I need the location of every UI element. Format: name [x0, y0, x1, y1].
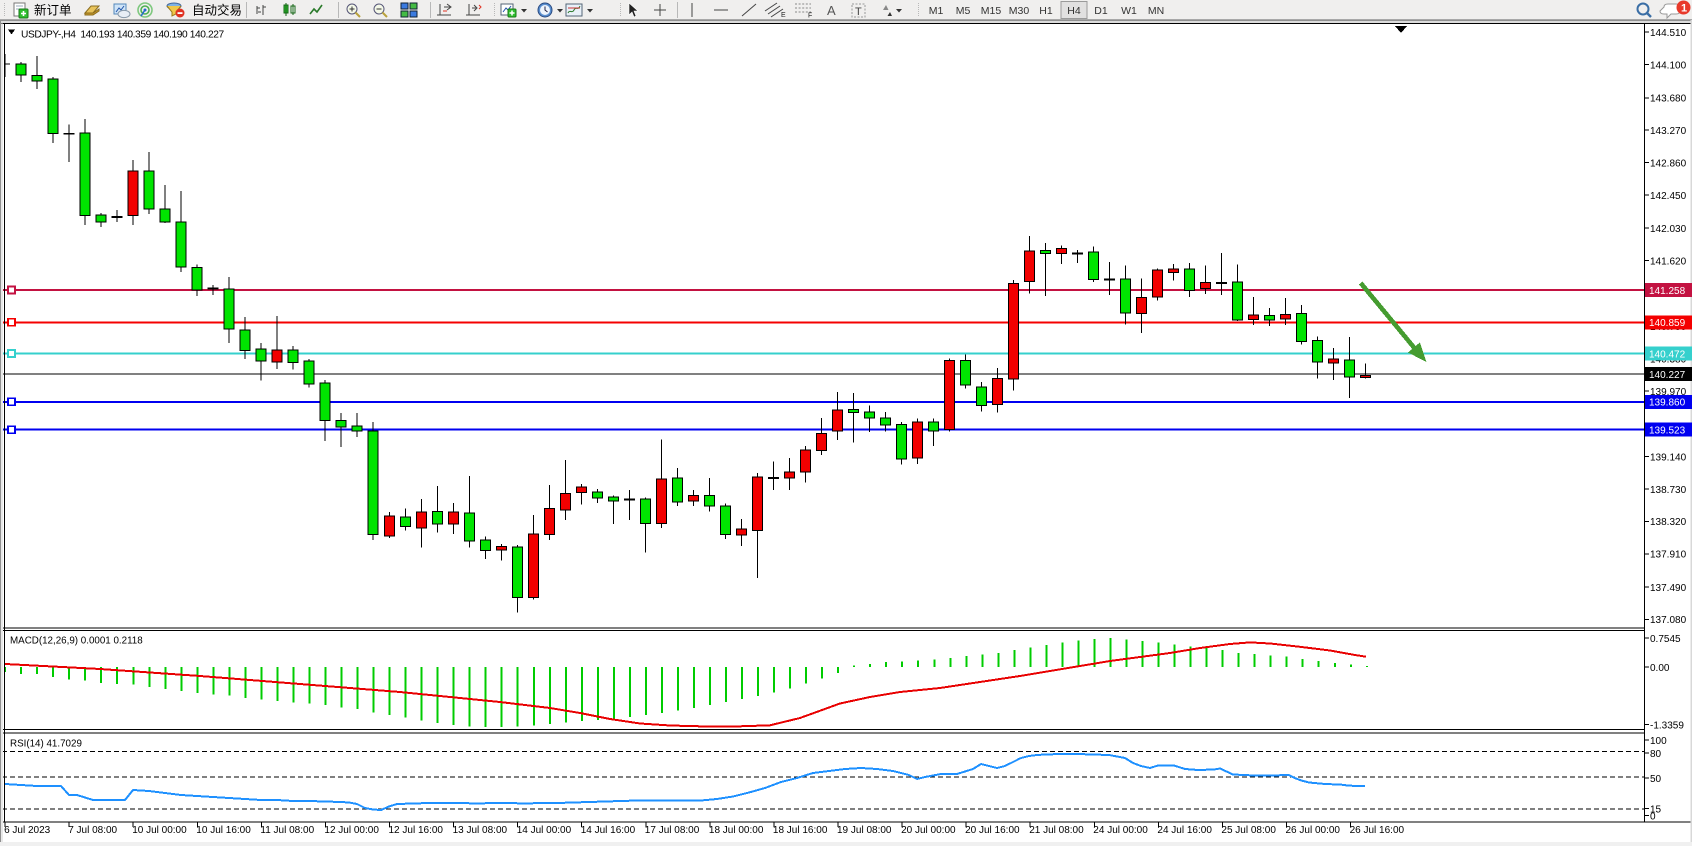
svg-text:137.080: 137.080 — [1650, 615, 1687, 626]
svg-text:10 Jul 16:00: 10 Jul 16:00 — [196, 825, 251, 836]
svg-text:50: 50 — [1650, 774, 1662, 785]
svg-text:139.970: 139.970 — [1650, 387, 1687, 398]
svg-text:6 Jul 2023: 6 Jul 2023 — [4, 825, 51, 836]
svg-text:144.510: 144.510 — [1650, 28, 1687, 39]
svg-text:H1: H1 — [1039, 5, 1053, 17]
svg-text:13 Jul 08:00: 13 Jul 08:00 — [453, 825, 508, 836]
svg-text:138.320: 138.320 — [1650, 517, 1687, 528]
svg-text:140.227: 140.227 — [1649, 370, 1686, 381]
svg-text:14 Jul 00:00: 14 Jul 00:00 — [517, 825, 572, 836]
svg-text:137.910: 137.910 — [1650, 550, 1687, 561]
svg-text:143.270: 143.270 — [1650, 126, 1687, 137]
svg-text:新订单: 新订单 — [34, 3, 72, 18]
svg-text:0.00: 0.00 — [1650, 663, 1670, 674]
svg-text:11 Jul 08:00: 11 Jul 08:00 — [260, 825, 314, 836]
svg-text:20 Jul 16:00: 20 Jul 16:00 — [965, 825, 1020, 836]
svg-text:A: A — [827, 3, 836, 18]
svg-text:1: 1 — [1681, 3, 1687, 15]
svg-text:7 Jul 08:00: 7 Jul 08:00 — [68, 825, 117, 836]
svg-text:自动交易: 自动交易 — [192, 3, 242, 18]
svg-text:26 Jul 16:00: 26 Jul 16:00 — [1350, 825, 1405, 836]
svg-text:144.100: 144.100 — [1650, 60, 1687, 71]
svg-text:18 Jul 16:00: 18 Jul 16:00 — [773, 825, 828, 836]
svg-text:H4: H4 — [1067, 5, 1081, 17]
svg-text:15: 15 — [1650, 804, 1662, 815]
svg-text:21 Jul 08:00: 21 Jul 08:00 — [1029, 825, 1084, 836]
svg-text:25 Jul 08:00: 25 Jul 08:00 — [1221, 825, 1276, 836]
svg-text:141.620: 141.620 — [1650, 256, 1687, 267]
svg-text:0.7545: 0.7545 — [1650, 634, 1681, 645]
svg-text:80: 80 — [1650, 749, 1662, 760]
svg-text:MN: MN — [1148, 5, 1164, 17]
svg-text:143.680: 143.680 — [1650, 94, 1687, 105]
svg-text:W1: W1 — [1121, 5, 1137, 17]
svg-text:RSI(14) 41.7029: RSI(14) 41.7029 — [10, 739, 82, 750]
svg-text:D1: D1 — [1094, 5, 1108, 17]
svg-text:139.140: 139.140 — [1650, 452, 1687, 463]
svg-text:F: F — [808, 13, 812, 20]
svg-text:E: E — [781, 12, 786, 19]
svg-text:M5: M5 — [956, 5, 971, 17]
svg-text:100: 100 — [1650, 736, 1667, 747]
svg-text:142.030: 142.030 — [1650, 224, 1687, 235]
svg-text:T: T — [855, 6, 862, 18]
svg-text:MACD(12,26,9) 0.0001 0.2118: MACD(12,26,9) 0.0001 0.2118 — [10, 636, 143, 647]
svg-text:17 Jul 08:00: 17 Jul 08:00 — [645, 825, 700, 836]
svg-text:USDJPY-,H4 140.193 140.359 14: USDJPY-,H4 140.193 140.359 140.190 140.2… — [21, 29, 224, 40]
svg-text:24 Jul 16:00: 24 Jul 16:00 — [1157, 825, 1212, 836]
svg-text:M1: M1 — [929, 5, 944, 17]
svg-text:M15: M15 — [981, 5, 1002, 17]
svg-text:18 Jul 00:00: 18 Jul 00:00 — [709, 825, 764, 836]
svg-text:12 Jul 16:00: 12 Jul 16:00 — [389, 825, 444, 836]
svg-text:10 Jul 00:00: 10 Jul 00:00 — [132, 825, 187, 836]
svg-text:140.472: 140.472 — [1649, 349, 1686, 360]
svg-text:138.730: 138.730 — [1650, 485, 1687, 496]
svg-text:20 Jul 00:00: 20 Jul 00:00 — [901, 825, 956, 836]
svg-text:19 Jul 08:00: 19 Jul 08:00 — [837, 825, 892, 836]
svg-text:M30: M30 — [1009, 5, 1030, 17]
svg-text:24 Jul 00:00: 24 Jul 00:00 — [1093, 825, 1148, 836]
svg-text:-1.3359: -1.3359 — [1650, 720, 1684, 731]
svg-text:140.859: 140.859 — [1649, 318, 1686, 329]
svg-text:26 Jul 00:00: 26 Jul 00:00 — [1286, 825, 1341, 836]
svg-text:141.258: 141.258 — [1649, 286, 1686, 297]
svg-text:0: 0 — [1650, 811, 1656, 822]
svg-text:139.523: 139.523 — [1649, 426, 1686, 437]
svg-text:12 Jul 00:00: 12 Jul 00:00 — [324, 825, 379, 836]
svg-text:142.450: 142.450 — [1650, 191, 1687, 202]
svg-text:137.490: 137.490 — [1650, 583, 1687, 594]
svg-text:14 Jul 16:00: 14 Jul 16:00 — [581, 825, 636, 836]
svg-text:139.860: 139.860 — [1649, 398, 1686, 409]
svg-text:142.860: 142.860 — [1650, 158, 1687, 169]
